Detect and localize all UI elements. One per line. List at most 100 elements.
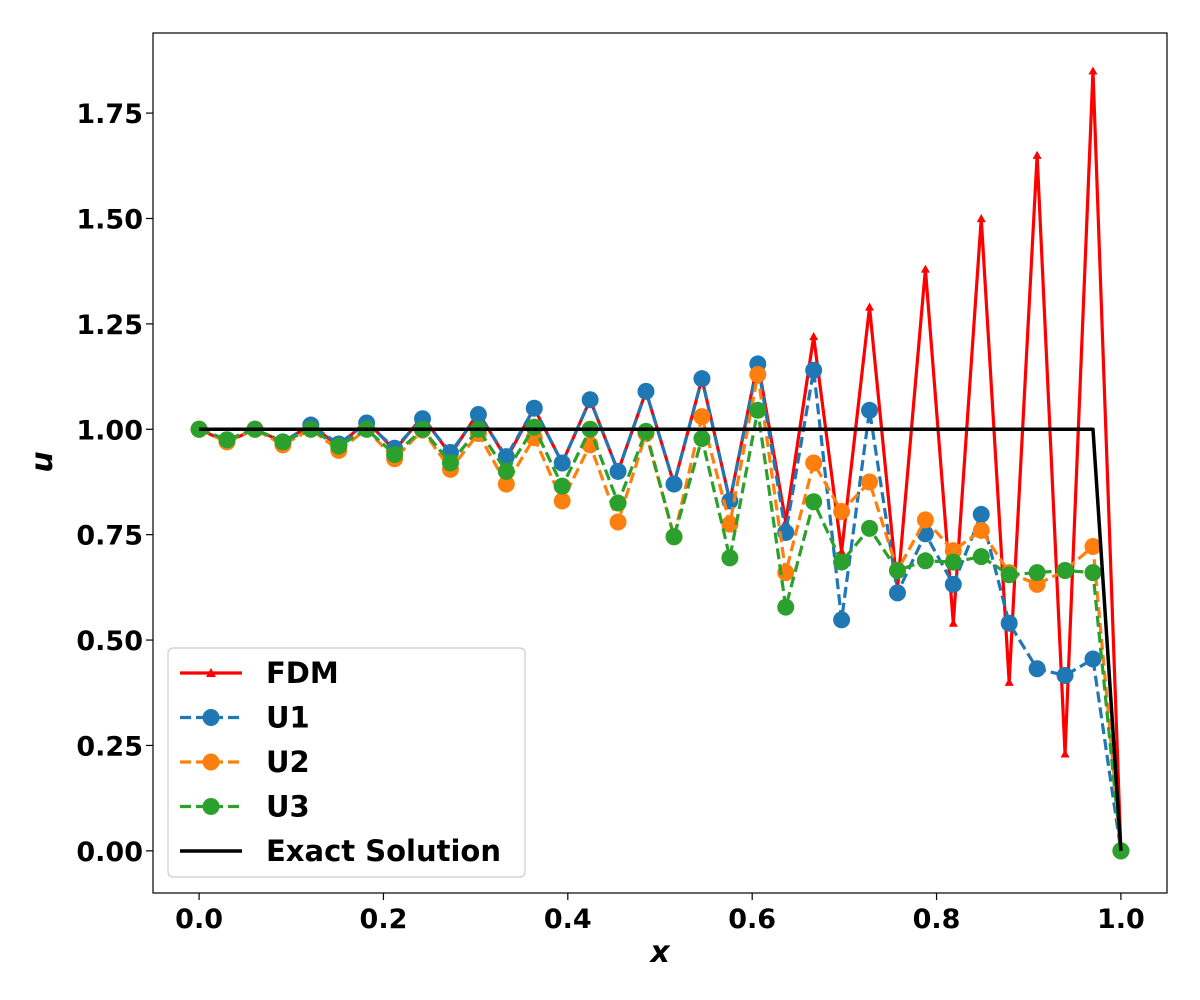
y-tick-label: 1.00 [76,415,143,446]
x-tick-label: 0.2 [360,904,408,935]
data-point-u3 [972,548,990,566]
y-tick-label: 0.75 [76,521,143,552]
data-point-u3 [609,494,627,512]
data-point-fdm [809,332,819,341]
data-point-u3 [861,519,879,537]
y-tick-label: 0.50 [76,626,143,657]
legend-marker [202,709,220,726]
data-point-u1 [609,462,627,480]
series-line-exact-solution [199,427,1123,851]
data-point-u2 [805,454,823,472]
data-point-u3 [330,437,348,455]
data-point-u1 [1056,666,1074,684]
data-point-u2 [972,521,990,539]
legend-label: U2 [266,745,310,779]
legend-item-u3: U3 [180,790,310,824]
legend-marker [206,668,216,677]
data-point-u1 [972,505,990,523]
data-point-u3 [833,553,851,571]
data-point-u2 [916,511,934,529]
y-tick-label: 1.25 [76,310,143,341]
data-point-u1 [525,399,543,417]
series-exact-solution [199,427,1123,851]
data-point-u3 [218,431,236,449]
data-point-fdm [1032,150,1042,159]
data-point-u2 [749,365,767,383]
data-point-u1 [581,391,599,409]
legend-label: U1 [266,701,310,735]
legend-item-exact-solution: Exact Solution [180,834,501,868]
data-point-u3 [274,433,292,451]
legend-item-u1: U1 [180,701,310,735]
y-tick-label: 0.00 [76,837,143,868]
legend-label: U3 [266,790,310,824]
legend: FDM U1 U2 U3 Exact Solution [167,647,526,878]
x-tick-label: 0.6 [728,904,776,935]
data-point-u3 [944,553,962,571]
x-tick-label: 0.4 [544,904,592,935]
data-point-u1 [861,401,879,419]
data-point-u3 [805,493,823,511]
data-point-u3 [1056,562,1074,579]
data-point-u1 [805,361,823,379]
data-point-u3 [441,454,459,472]
data-point-u3 [749,401,767,419]
legend-item-u2: U2 [180,745,310,779]
data-point-u3 [665,528,683,546]
data-point-u2 [693,408,711,426]
data-point-u2 [1084,537,1102,555]
data-point-u3 [916,552,934,570]
series-layer [190,66,1130,860]
data-point-u1 [944,575,962,593]
data-point-u2 [609,513,627,531]
y-tick-label: 0.25 [76,731,143,762]
data-point-u3 [386,446,404,464]
x-tick-label: 1.0 [1097,904,1145,935]
data-point-u2 [497,475,515,493]
legend-marker [202,753,220,771]
data-point-u3 [721,549,739,567]
data-point-u1 [637,382,655,400]
legend-marker [202,798,220,815]
data-point-fdm [1060,749,1070,758]
data-point-u1 [1000,614,1018,632]
data-point-u1 [693,370,711,388]
data-point-fdm [1004,677,1014,686]
data-point-u3 [553,477,571,495]
data-point-u2 [861,473,879,491]
data-point-u1 [469,406,487,424]
data-point-fdm [976,213,986,223]
y-tick-label: 1.50 [76,204,143,235]
data-point-u3 [693,430,711,448]
data-point-u3 [525,418,543,436]
y-tick-label: 1.75 [76,99,143,130]
x-tick-label: 0.8 [913,904,961,935]
data-point-u3 [1000,566,1018,584]
data-point-fdm [948,618,958,627]
data-point-fdm [1088,66,1098,75]
data-point-u2 [1028,575,1046,593]
data-point-u1 [833,611,851,629]
legend-label: Exact Solution [266,834,501,868]
y-axis-ticks: 0.00 0.25 0.50 0.75 1.00 1.25 1.50 1.75 [76,99,153,868]
data-point-u2 [721,515,739,533]
data-point-u3 [1028,564,1046,582]
x-tick-label: 0.0 [175,904,223,935]
data-point-u3 [497,462,515,480]
data-point-fdm [837,547,847,556]
data-point-u1 [497,448,515,466]
series-line-u3 [198,408,1123,851]
legend-box [167,647,526,878]
x-axis-label: x [648,935,671,970]
data-point-fdm [920,264,930,273]
data-point-u3 [777,598,795,616]
data-point-u3 [888,562,906,579]
data-point-fdm [865,302,875,311]
legend-item-fdm: FDM [180,656,339,690]
data-point-u3 [637,422,655,440]
data-point-u1 [553,454,571,472]
data-point-u1 [1084,650,1102,668]
series-u3 [190,401,1130,860]
data-point-u3 [1112,842,1130,860]
